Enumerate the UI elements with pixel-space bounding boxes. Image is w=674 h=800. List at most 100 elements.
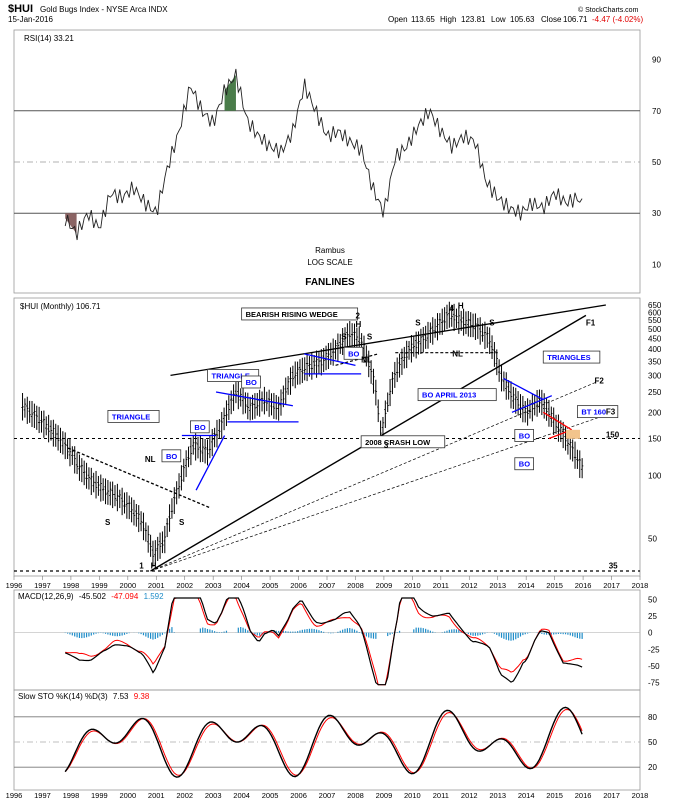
high-label: High — [440, 15, 456, 24]
x-tick-label: 2009 — [376, 581, 393, 590]
sto-series: 80 50 20 — [14, 706, 657, 778]
triangle-label-1-box — [107, 410, 160, 423]
triangle-2-top — [215, 391, 293, 407]
crash-label-box — [360, 435, 446, 449]
neckline-3-label: NL — [361, 356, 372, 365]
macd-tick-label: -25 — [648, 645, 660, 654]
x-tick-label: 2014 — [518, 581, 535, 590]
bo-label-2: BO — [246, 378, 257, 387]
wave-1: 1 — [139, 561, 144, 570]
triangle-4-top — [503, 377, 544, 401]
macd-tick-label: -75 — [648, 679, 660, 688]
x-tick-label-bottom: 2010 — [404, 791, 421, 800]
rsi-tick-label: 50 — [652, 158, 661, 167]
shoulder-6: S — [489, 318, 495, 327]
bo-label-1: BO — [194, 423, 205, 432]
macd-value-a: -45.502 — [79, 592, 107, 601]
f1-label: F1 — [586, 318, 596, 327]
x-tick-label-bottom: 2018 — [632, 791, 649, 800]
x-tick-label: 2016 — [575, 581, 592, 590]
triangles-label: TRIANGLES — [547, 353, 590, 362]
x-tick-label: 2010 — [404, 581, 421, 590]
x-tick-label: 1999 — [91, 581, 108, 590]
wave-4: 4 — [449, 304, 454, 313]
x-tick-label-bottom: 1996 — [6, 791, 23, 800]
x-tick-label: 2008 — [347, 581, 364, 590]
rsi-series — [64, 68, 583, 241]
rsi-line — [64, 68, 583, 241]
sto-label-prefix: Slow STO %K(14) %D(3) — [18, 692, 108, 701]
price-tick-label: 650 — [648, 301, 662, 310]
x-tick-label-bottom: 2000 — [119, 791, 136, 800]
fanline-f2 — [150, 381, 598, 572]
x-tick-label: 1998 — [63, 581, 80, 590]
wedge-top-line — [170, 304, 606, 377]
price-tick-label: 50 — [648, 535, 657, 544]
x-tick-label-bottom: 2015 — [546, 791, 563, 800]
head-3: H — [458, 302, 464, 311]
sto-tick-label: 80 — [648, 713, 657, 722]
price-tick-label: 500 — [648, 325, 662, 334]
price-tick-label: 600 — [648, 308, 662, 317]
bo-april-label-box — [417, 388, 497, 402]
x-tick-label: 2017 — [603, 581, 620, 590]
x-tick-label: 2012 — [461, 581, 478, 590]
chart-index-name: Gold Bugs Index - NYSE Arca INDX — [40, 5, 168, 14]
shoulder-5: S — [415, 318, 421, 327]
x-tick-label: 2005 — [262, 581, 279, 590]
chart-symbol: $HUI — [8, 3, 33, 15]
x-tick-label-bottom: 2003 — [205, 791, 222, 800]
macd-value-c: 1.592 — [144, 592, 165, 601]
shoulder-4: S — [367, 332, 373, 341]
price-tick-label: 150 — [648, 435, 662, 444]
shoulder-3: S — [341, 332, 347, 341]
x-tick-label-bottom: 2013 — [489, 791, 506, 800]
sto-panel — [13, 689, 641, 791]
x-tick-label-bottom: 2011 — [433, 791, 449, 800]
price-panel — [13, 297, 641, 577]
price-tick-label: 100 — [648, 471, 662, 480]
close-value: 106.71 — [563, 15, 588, 24]
price-tick-label: 250 — [648, 388, 662, 397]
price-tick-label: 350 — [648, 357, 662, 366]
x-tick-label-bottom: 2014 — [518, 791, 535, 800]
level-150-label: 150 — [606, 430, 620, 439]
price-label: $HUI (Monthly) 106.71 — [20, 302, 101, 311]
triangle-5-top — [542, 411, 573, 431]
x-tick-label-bottom: 1998 — [63, 791, 80, 800]
low-label: Low — [491, 15, 506, 24]
rsi-tick-label: 10 — [652, 260, 661, 269]
sto-value-a: 7.53 — [113, 692, 129, 701]
x-axis: 1996 1996 1997 1997 1998 1998 1999 1999 2000 2000… — [6, 576, 649, 800]
shoulder-1: S — [105, 518, 111, 527]
x-tick-label-bottom: 2009 — [376, 791, 393, 800]
rambus-text: Rambus — [315, 246, 345, 255]
neckline-2-label: NL — [452, 349, 463, 358]
bo-label-0-box — [161, 449, 182, 463]
x-tick-label-bottom: 2004 — [233, 791, 250, 800]
high-value: 123.81 — [461, 15, 486, 24]
x-tick-label-bottom: 2006 — [290, 791, 307, 800]
x-tick-label-bottom: 2012 — [461, 791, 478, 800]
open-label: Open — [388, 15, 408, 24]
x-tick-label: 2002 — [176, 581, 193, 590]
x-tick-label: 2018 — [632, 581, 649, 590]
macd-label-prefix: MACD(12,26,9) — [18, 592, 74, 601]
rsi-tick-label: 30 — [652, 209, 661, 218]
x-tick-label-bottom: 2016 — [575, 791, 592, 800]
x-tick-label-bottom: 2001 — [148, 791, 165, 800]
macd-signal-line — [65, 597, 583, 686]
x-tick-label: 2006 — [290, 581, 307, 590]
f3-label: F3 — [606, 408, 616, 417]
x-tick-label: 2013 — [489, 581, 506, 590]
fanline-f3 — [150, 416, 601, 572]
triangle-label-1: TRIANGLE — [112, 412, 150, 421]
rsi-grid: 90 70 50 30 10 — [14, 56, 661, 269]
x-tick-label: 2007 — [319, 581, 336, 590]
macd-line — [64, 597, 583, 686]
wave-3: 3 — [384, 441, 389, 450]
price-tick-label: 550 — [648, 316, 662, 325]
x-tick-label: 1996 — [6, 581, 23, 590]
